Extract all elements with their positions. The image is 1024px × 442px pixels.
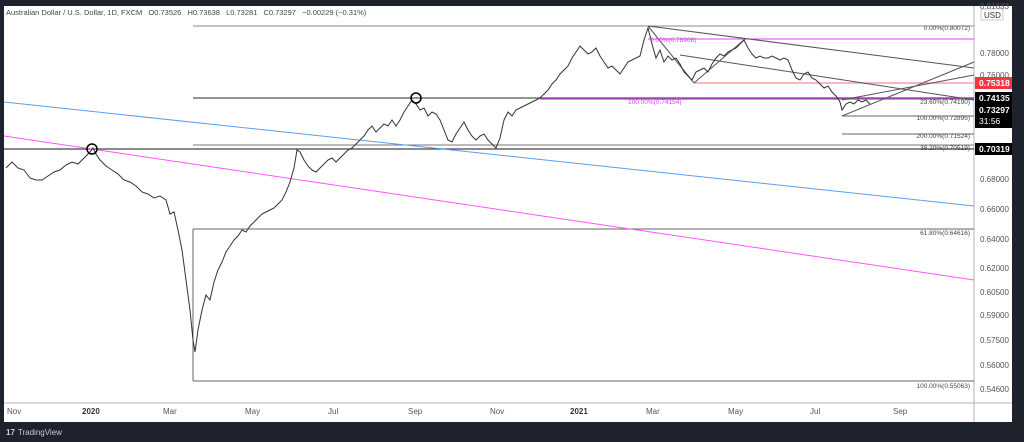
fib-label: 61.80%(0.64616) — [920, 230, 970, 237]
currency-badge[interactable] — [980, 8, 1004, 21]
magenta-trendline[interactable] — [3, 135, 975, 281]
badge-countdown: 31:56 — [979, 116, 1001, 126]
fib-levels[interactable] — [4, 25, 974, 382]
fib-label: 100.00%(0.74154) — [628, 99, 682, 106]
fib-label: 100.00%(0.72895) — [917, 115, 971, 122]
time-tick: Mar — [163, 407, 177, 416]
price-tick: 0.57500 — [980, 336, 1009, 345]
time-tick: Nov — [7, 407, 21, 416]
price-tick: 0.66000 — [980, 205, 1009, 214]
fib-label: 23.60%(0.74190) — [920, 99, 970, 106]
time-tick: Jul — [328, 407, 338, 416]
price-tick: 0.76000 — [980, 71, 1009, 80]
price-badges: 0.75318 0.74135 0.73297 31:56 0.70319 — [975, 77, 1012, 155]
price-tick: 0.68000 — [980, 175, 1009, 184]
chart-frame[interactable] — [4, 6, 1012, 422]
blue-trendline[interactable] — [3, 101, 975, 207]
channel-lines[interactable] — [647, 25, 975, 117]
badge-0-75318: 0.75318 — [979, 78, 1010, 88]
price-series — [5, 26, 871, 353]
ohlc-open: O0.73526 — [148, 8, 182, 17]
symbol-legend: Australian Dollar / U.S. Dollar, 1D, FXC… — [6, 8, 370, 17]
time-tick: Sep — [408, 407, 423, 416]
time-tick: 2020 — [82, 407, 100, 416]
fib-label-group: 0.00%(0.80072) 0.00%(0.78908) 100.00%(0.… — [628, 25, 970, 390]
time-axis[interactable]: Nov 2020 Mar May Jul Sep Nov 2021 Mar Ma… — [7, 407, 908, 416]
currency-label: USD — [984, 11, 1001, 20]
marker-circle-jan2020 — [86, 143, 98, 155]
fib-label: 0.00%(0.78908) — [650, 37, 696, 44]
fib-label: 38.20%(0.70519) — [920, 145, 970, 152]
price-tick: 0.78000 — [980, 49, 1009, 58]
badge-0-70319: 0.70319 — [979, 144, 1010, 154]
ohlc-high: H0.73638 — [187, 8, 220, 17]
price-tick: 0.56000 — [980, 361, 1009, 370]
price-tick: 0.59000 — [980, 311, 1009, 320]
brand-name: TradingView — [17, 428, 62, 437]
time-tick: Jul — [810, 407, 820, 416]
price-axis[interactable]: 0.81633 0.78000 0.76000 0.68000 0.66000 … — [980, 2, 1009, 394]
price-tick: 0.54600 — [980, 385, 1009, 394]
marker-circle-sep2020 — [410, 92, 422, 104]
time-tick: Sep — [893, 407, 908, 416]
time-tick: Nov — [490, 407, 504, 416]
price-tick: 0.60500 — [980, 288, 1009, 297]
ohlc-change: −0.00229 (−0.31%) — [302, 8, 367, 17]
badge-0-74135: 0.74135 — [979, 93, 1010, 103]
footer: 17 TradingView — [6, 428, 62, 437]
time-tick: 2021 — [570, 407, 588, 416]
price-tick: 0.64000 — [980, 235, 1009, 244]
price-tick: 0.81633 — [980, 2, 1009, 11]
time-tick: Mar — [646, 407, 660, 416]
tradingview-logo-icon: 17 — [6, 428, 15, 437]
time-tick: May — [245, 407, 260, 416]
fib-label: 100.00%(0.55063) — [917, 383, 971, 390]
time-tick: May — [728, 407, 743, 416]
fib-label: 0.00%(0.80072) — [924, 25, 970, 32]
symbol-title: Australian Dollar / U.S. Dollar, 1D, FXC… — [6, 8, 143, 17]
ohlc-low: L0.73281 — [226, 8, 258, 17]
badge-last-price: 0.73297 — [979, 105, 1010, 115]
fib-label: 200.00%(0.71524) — [917, 133, 971, 140]
price-tick: 0.62000 — [980, 264, 1009, 273]
ohlc-close: C0.73297 — [263, 8, 296, 17]
